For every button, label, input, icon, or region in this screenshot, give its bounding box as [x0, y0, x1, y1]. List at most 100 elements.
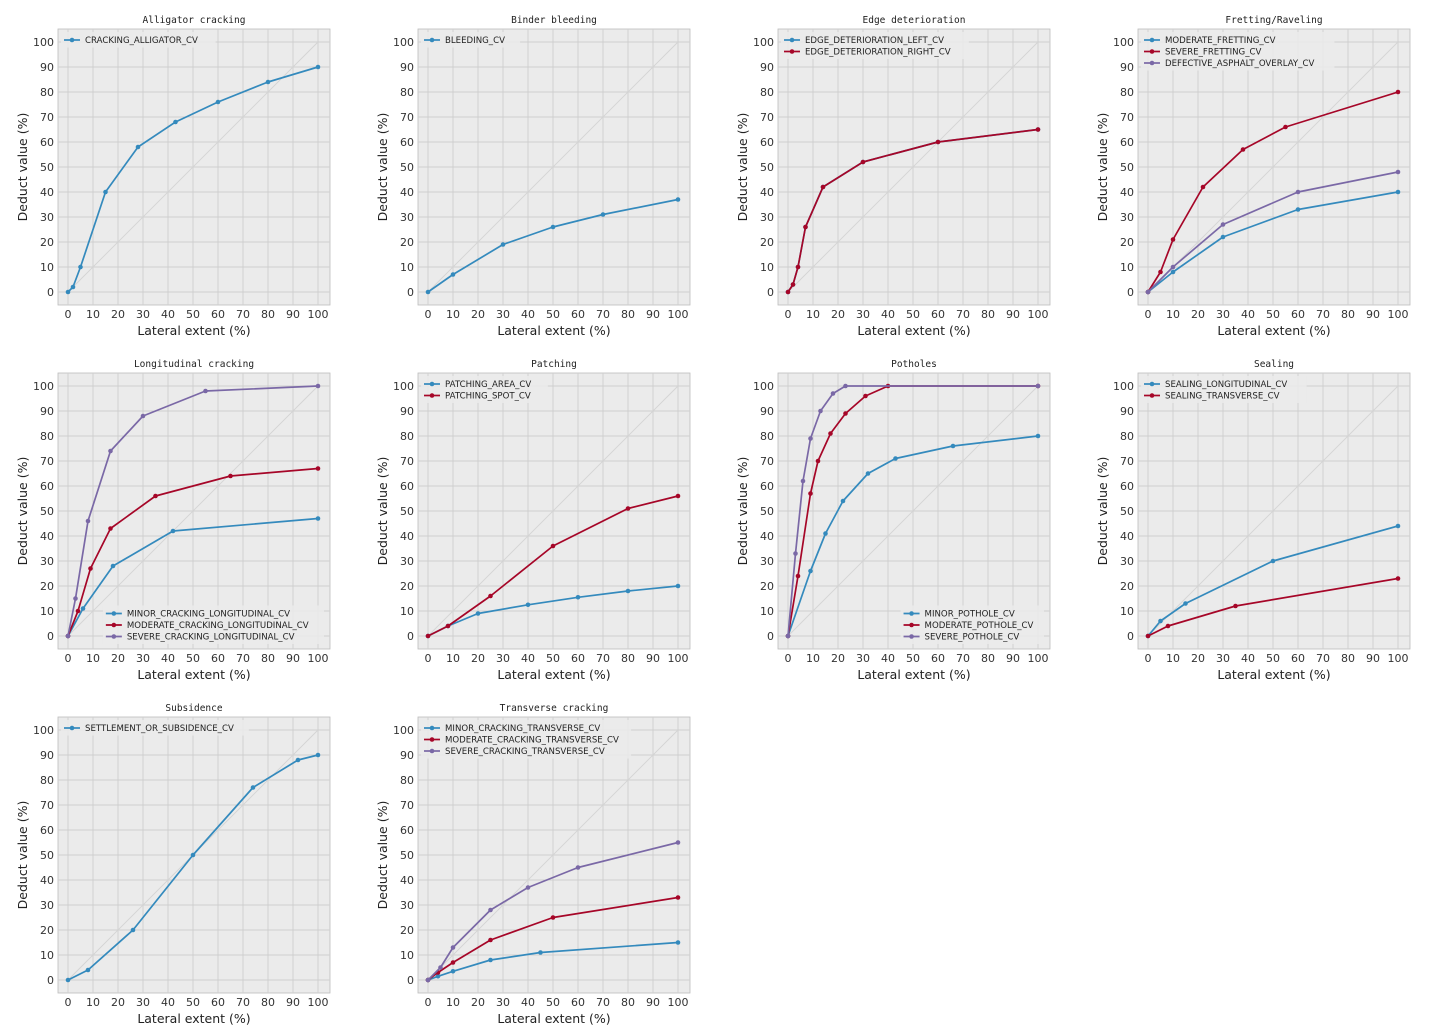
- legend-label: PATCHING_SPOT_CV: [445, 392, 531, 402]
- x-tick-label: 30: [136, 652, 150, 665]
- y-tick-label: 100: [753, 36, 774, 49]
- data-point-moderate-fretting-cv: [1220, 234, 1226, 240]
- y-axis-label: Deduct value (%): [375, 801, 390, 910]
- legend-marker: [111, 611, 117, 616]
- legend-marker: [789, 49, 795, 54]
- x-tick-label: 20: [1191, 308, 1205, 321]
- y-axis-label: Deduct value (%): [1095, 113, 1110, 222]
- data-point-edge-deterioration-right-cv: [935, 139, 941, 145]
- x-tick-label: 30: [856, 308, 870, 321]
- data-point-severe-fretting-cv: [1395, 89, 1401, 95]
- x-tick-label: 80: [621, 652, 635, 665]
- y-tick-label: 20: [40, 580, 54, 593]
- data-point-sealing-longitudinal-cv: [1270, 558, 1276, 564]
- y-tick-label: 30: [40, 211, 54, 224]
- legend-box: [421, 720, 632, 759]
- y-tick-label: 70: [400, 799, 414, 812]
- x-tick-label: 40: [881, 308, 895, 321]
- y-tick-label: 0: [407, 286, 414, 299]
- legend-label: SEALING_LONGITUDINAL_CV: [1165, 380, 1287, 390]
- x-tick-label: 20: [111, 652, 125, 665]
- data-point-patching-spot-cv: [488, 593, 493, 599]
- x-axis-label: Lateral extent (%): [857, 667, 970, 682]
- y-tick-label: 70: [1120, 111, 1134, 124]
- y-tick-label: 10: [40, 261, 54, 274]
- y-tick-label: 0: [47, 974, 54, 987]
- y-tick-label: 60: [1120, 136, 1134, 149]
- chart-alligator-cracking: 00 10 10 20 20 30 30 40 40 50 50 60 60 70 70 80 80 90 90 10…: [15, 15, 331, 338]
- x-tick-label: 0: [785, 308, 792, 321]
- x-tick-label: 50: [1266, 308, 1280, 321]
- data-point-sealing-transverse-cv: [1145, 633, 1151, 639]
- x-tick-label: 90: [646, 652, 660, 665]
- y-tick-label: 20: [1120, 580, 1134, 593]
- data-point-minor-pothole-cv: [840, 498, 846, 504]
- legend: BLEEDING_CV: [421, 32, 521, 48]
- legend-label: MODERATE_CRACKING_TRANSVERSE_CV: [445, 736, 619, 746]
- x-tick-label: 80: [261, 996, 275, 1009]
- data-point-moderate-cracking-longitudinal-cv: [228, 473, 233, 479]
- y-tick-label: 10: [400, 949, 414, 962]
- y-tick-label: 40: [400, 874, 414, 887]
- legend: EDGE_DETERIORATION_LEFT_CV EDGE_DETERIORA…: [781, 32, 969, 59]
- data-point-bleeding-cv: [675, 197, 681, 202]
- y-tick-label: 60: [760, 136, 774, 149]
- y-tick-label: 40: [40, 186, 54, 199]
- x-tick-label: 90: [286, 652, 300, 665]
- x-tick-label: 10: [86, 652, 100, 665]
- data-point-minor-pothole-cv: [808, 568, 813, 574]
- chart-edge-deterioration: 00 10 10 20 20 30 30 40 40 50 50 60 60 70 70 80 80 90 90 10…: [735, 15, 1051, 338]
- x-tick-label: 10: [86, 996, 100, 1009]
- data-point-moderate-fretting-cv: [1295, 207, 1301, 212]
- y-tick-label: 90: [40, 61, 54, 74]
- data-point-moderate-cracking-longitudinal-cv: [315, 466, 321, 471]
- data-point-severe-cracking-longitudinal-cv: [65, 633, 71, 639]
- data-point-minor-cracking-transverse-cv: [488, 957, 493, 963]
- x-tick-label: 60: [571, 652, 585, 665]
- y-tick-label: 60: [400, 824, 414, 837]
- data-point-minor-pothole-cv: [865, 471, 871, 476]
- y-tick-label: 70: [40, 799, 54, 812]
- diagonal-reference-line: [1147, 41, 1399, 293]
- y-tick-label: 60: [1120, 480, 1134, 493]
- x-tick-label: 80: [621, 308, 635, 321]
- data-point-moderate-pothole-cv: [828, 431, 833, 436]
- chart-binder-bleeding: 00 10 10 20 20 30 30 40 40 50 50 60 60 70 70 80 80 90 90 10…: [375, 15, 691, 338]
- data-point-moderate-pothole-cv: [815, 458, 821, 464]
- x-tick-label: 90: [286, 996, 300, 1009]
- x-tick-label: 50: [186, 308, 200, 321]
- legend: CRACKING_ALLIGATOR_CV: [61, 32, 216, 48]
- series-line-bleeding-cv: [427, 198, 679, 293]
- y-tick-label: 10: [40, 605, 54, 618]
- x-tick-label: 90: [286, 308, 300, 321]
- data-point-severe-cracking-longitudinal-cv: [203, 388, 208, 394]
- x-tick-label: 20: [1191, 652, 1205, 665]
- x-tick-label: 90: [646, 308, 660, 321]
- diagonal-reference-line: [1147, 385, 1399, 637]
- y-tick-label: 50: [1120, 161, 1134, 174]
- y-tick-label: 40: [1120, 530, 1134, 543]
- data-point-edge-deterioration-right-cv: [803, 224, 808, 230]
- series-line-edge-deterioration-right-cv: [787, 128, 1039, 293]
- x-tick-label: 40: [1241, 652, 1255, 665]
- diagonal-reference-line: [427, 385, 679, 637]
- x-tick-label: 10: [446, 308, 460, 321]
- data-point-defective-asphalt-overlay-cv: [1145, 289, 1151, 295]
- x-tick-label: 20: [831, 308, 845, 321]
- data-point-sealing-transverse-cv: [1165, 623, 1171, 629]
- y-tick-label: 70: [40, 455, 54, 468]
- y-tick-label: 0: [767, 630, 774, 643]
- x-tick-label: 70: [956, 308, 970, 321]
- data-point-minor-cracking-transverse-cv: [435, 973, 441, 979]
- chart-transverse-cracking: 00 10 10 20 20 30 30 40 40 50 50 60 60 70 70 80 80 90 90 10…: [375, 703, 691, 1026]
- x-tick-label: 80: [981, 652, 995, 665]
- data-point-cracking-alligator-cv: [135, 144, 141, 150]
- data-point-severe-cracking-transverse-cv: [450, 945, 456, 950]
- y-tick-label: 20: [40, 236, 54, 249]
- y-tick-label: 80: [400, 774, 414, 787]
- y-axis-label: Deduct value (%): [15, 113, 30, 222]
- data-point-severe-fretting-cv: [1170, 237, 1176, 242]
- x-tick-label: 50: [546, 996, 560, 1009]
- x-tick-label: 60: [211, 652, 225, 665]
